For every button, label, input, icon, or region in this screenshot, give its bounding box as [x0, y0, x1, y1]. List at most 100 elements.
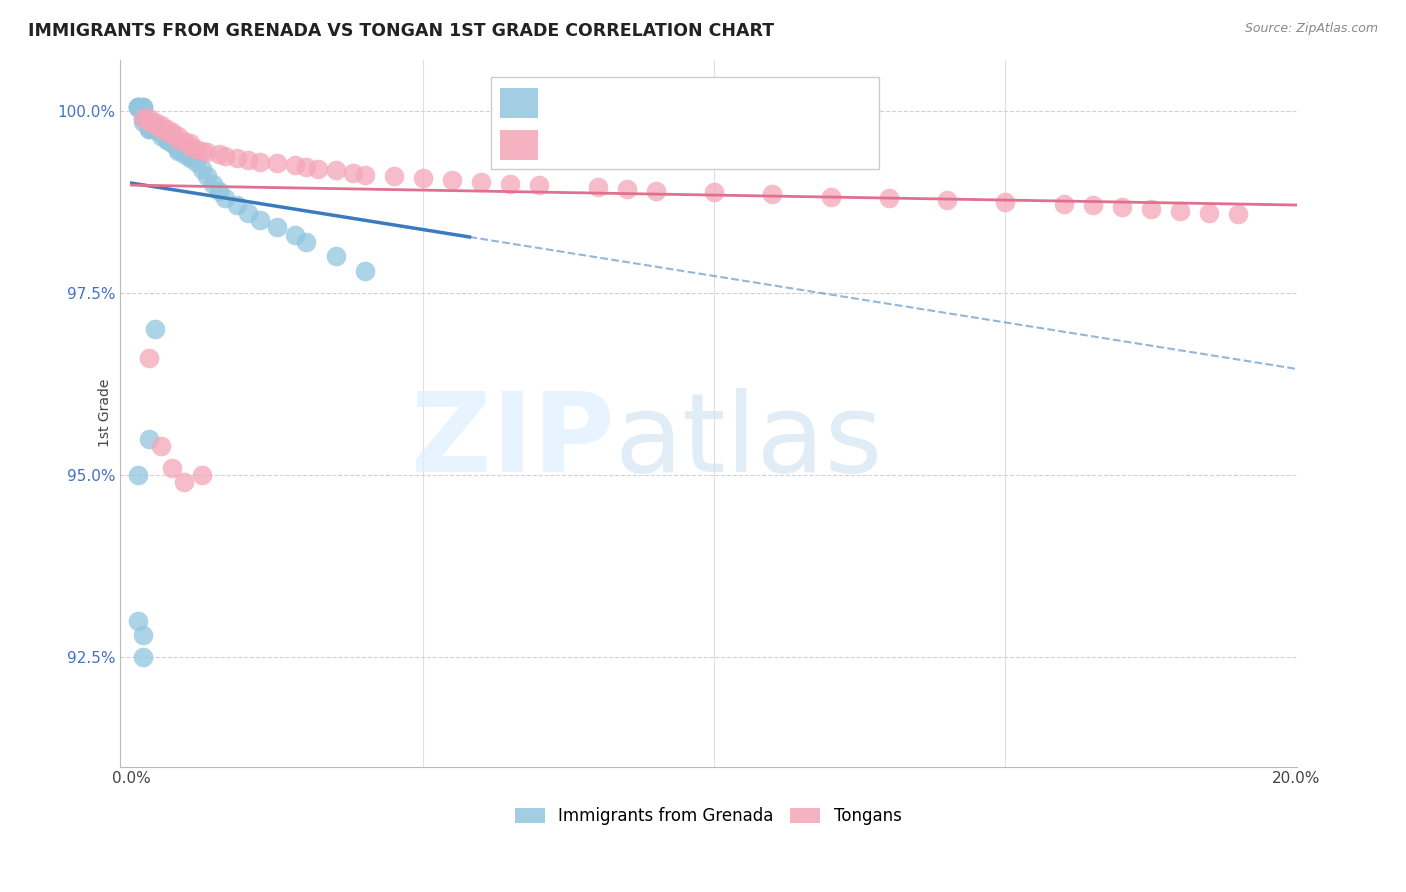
Point	[412, 170, 434, 185]
Point	[820, 189, 842, 203]
Point	[156, 121, 179, 136]
Point	[132, 100, 155, 114]
Point	[440, 173, 463, 187]
Point	[149, 126, 172, 140]
Point	[1111, 200, 1133, 214]
Point	[138, 432, 160, 446]
Point	[143, 121, 166, 136]
Point	[179, 151, 201, 165]
Y-axis label: 1st Grade: 1st Grade	[97, 379, 111, 447]
Point	[197, 169, 219, 184]
Point	[156, 129, 179, 144]
Point	[295, 160, 318, 174]
Point	[1198, 205, 1220, 219]
Point	[325, 249, 347, 263]
Point	[238, 205, 260, 219]
Point	[353, 264, 375, 278]
Point	[132, 628, 155, 642]
Point	[184, 154, 207, 169]
Point	[179, 140, 201, 154]
Point	[1227, 207, 1250, 221]
Point	[149, 439, 172, 453]
Point	[167, 141, 190, 155]
Point	[132, 100, 155, 114]
Point	[173, 147, 195, 161]
Point	[162, 127, 184, 141]
Point	[162, 126, 184, 140]
Point	[132, 650, 155, 665]
Point	[162, 460, 184, 475]
Point	[149, 121, 172, 136]
Point	[197, 145, 219, 160]
Point	[143, 121, 166, 136]
Point	[284, 227, 307, 242]
Point	[225, 198, 247, 212]
Point	[167, 144, 190, 158]
Point	[138, 114, 160, 128]
Point	[586, 180, 609, 194]
Point	[179, 149, 201, 163]
Point	[143, 114, 166, 128]
Point	[173, 145, 195, 160]
Point	[127, 468, 149, 483]
Point	[138, 118, 160, 132]
Point	[138, 121, 160, 136]
Point	[190, 468, 212, 483]
Point	[132, 107, 155, 121]
Point	[173, 475, 195, 490]
Point	[127, 100, 149, 114]
Point	[342, 165, 364, 179]
Point	[149, 118, 172, 132]
Point	[127, 100, 149, 114]
Point	[266, 220, 288, 235]
Text: R = 0.353: R = 0.353	[550, 134, 644, 153]
FancyBboxPatch shape	[501, 130, 537, 161]
Point	[184, 141, 207, 155]
Point	[138, 114, 160, 128]
FancyBboxPatch shape	[491, 78, 879, 169]
Point	[1168, 204, 1191, 219]
Point	[162, 136, 184, 151]
Point	[208, 147, 231, 161]
Point	[173, 134, 195, 148]
Text: R = 0.224: R = 0.224	[550, 91, 644, 110]
Point	[138, 111, 160, 125]
Point	[162, 136, 184, 151]
Point	[179, 136, 201, 151]
Point	[249, 213, 271, 227]
Point	[284, 158, 307, 172]
Text: N = 58: N = 58	[714, 134, 785, 153]
Point	[132, 111, 155, 125]
Text: IMMIGRANTS FROM GRENADA VS TONGAN 1ST GRADE CORRELATION CHART: IMMIGRANTS FROM GRENADA VS TONGAN 1ST GR…	[28, 22, 775, 40]
Point	[143, 121, 166, 136]
Point	[214, 149, 236, 163]
Point	[249, 154, 271, 169]
Point	[156, 133, 179, 147]
Point	[156, 129, 179, 144]
Point	[138, 351, 160, 366]
Legend: Immigrants from Grenada, Tongans: Immigrants from Grenada, Tongans	[515, 807, 901, 825]
Point	[936, 193, 959, 207]
Point	[149, 129, 172, 144]
Point	[266, 156, 288, 170]
Point	[214, 191, 236, 205]
Point	[202, 177, 225, 191]
Point	[225, 151, 247, 165]
Point	[703, 186, 725, 200]
Point	[167, 133, 190, 147]
Point	[616, 181, 638, 195]
Point	[156, 126, 179, 140]
Point	[190, 144, 212, 158]
Point	[138, 114, 160, 128]
Point	[1052, 197, 1074, 211]
Point	[1081, 198, 1104, 212]
Point	[877, 191, 900, 205]
Point	[994, 194, 1017, 209]
Point	[143, 121, 166, 136]
Point	[644, 184, 666, 198]
Point	[156, 133, 179, 147]
Point	[1140, 202, 1163, 216]
Point	[127, 614, 149, 628]
Point	[761, 187, 783, 202]
Point	[238, 153, 260, 168]
